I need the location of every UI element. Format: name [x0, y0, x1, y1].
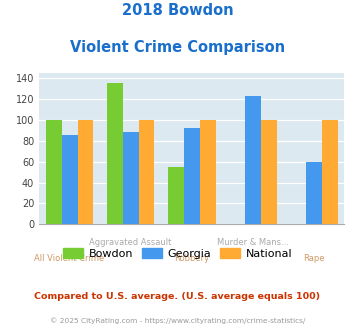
Bar [245, 96, 261, 224]
Text: Murder & Mans...: Murder & Mans... [217, 238, 289, 247]
Bar [168, 167, 184, 224]
Text: Compared to U.S. average. (U.S. average equals 100): Compared to U.S. average. (U.S. average … [34, 292, 321, 301]
Bar [123, 132, 138, 224]
Text: Rape: Rape [303, 254, 324, 263]
Legend: Bowdon, Georgia, National: Bowdon, Georgia, National [58, 244, 297, 263]
Bar [184, 128, 200, 224]
Bar [62, 135, 77, 224]
Bar [107, 83, 123, 224]
Text: 2018 Bowdon: 2018 Bowdon [122, 3, 233, 18]
Text: Robbery: Robbery [174, 254, 209, 263]
Text: All Violent Crime: All Violent Crime [34, 254, 105, 263]
Bar [306, 162, 322, 224]
Bar [200, 120, 215, 224]
Bar [261, 120, 277, 224]
Text: Violent Crime Comparison: Violent Crime Comparison [70, 40, 285, 54]
Text: © 2025 CityRating.com - https://www.cityrating.com/crime-statistics/: © 2025 CityRating.com - https://www.city… [50, 317, 305, 324]
Bar [46, 120, 62, 224]
Bar [77, 120, 93, 224]
Text: Aggravated Assault: Aggravated Assault [89, 238, 172, 247]
Bar [322, 120, 338, 224]
Bar [138, 120, 154, 224]
